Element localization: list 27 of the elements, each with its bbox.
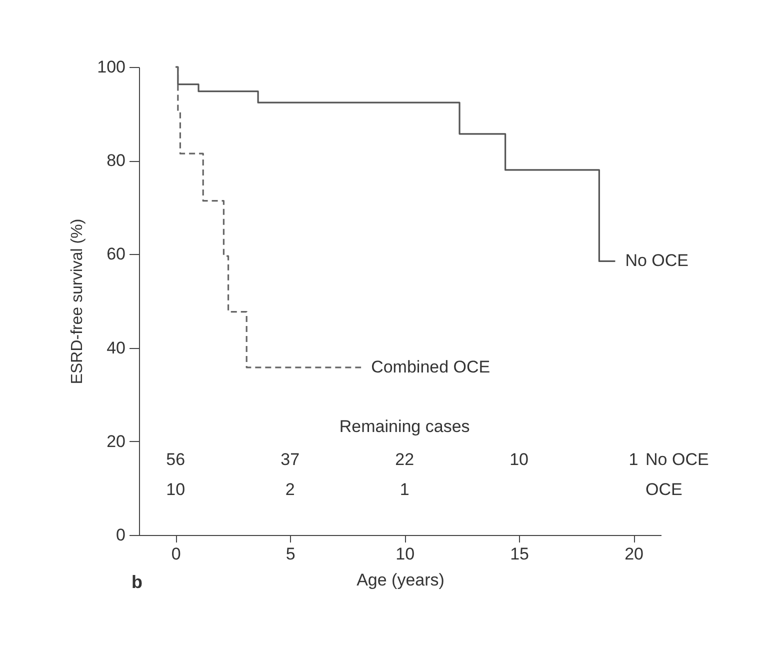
series-label: Combined OCE	[371, 357, 490, 376]
y-tick-label: 100	[97, 58, 126, 76]
y-tick-label: 80	[106, 151, 126, 170]
y-tick-label: 20	[106, 432, 126, 451]
x-tick-label: 0	[171, 544, 181, 564]
annotation: Remaining cases	[339, 417, 470, 436]
x-tick-label: 5	[286, 544, 296, 564]
annotation: 2	[285, 480, 295, 499]
annotation: 22	[395, 450, 414, 469]
annotation: 10	[166, 480, 186, 499]
annotation: 37	[280, 450, 300, 469]
y-tick-label: 60	[106, 244, 126, 264]
x-tick-label: 10	[396, 544, 415, 564]
x-axis-title: Age (years)	[356, 570, 444, 590]
y-tick-label: 0	[116, 526, 126, 544]
annotation: 1	[400, 480, 410, 499]
annotation: 1	[628, 450, 638, 469]
x-tick-label: 15	[510, 544, 530, 564]
series-label: No OCE	[625, 251, 689, 270]
annotation: 56	[166, 450, 186, 469]
annotation: No OCE	[646, 450, 709, 469]
y-tick-label: 40	[106, 338, 126, 358]
x-tick-label: 20	[624, 544, 644, 564]
y-axis-title: ESRD-free survival (%)	[69, 218, 86, 384]
text: b	[132, 572, 142, 592]
annotation: 10	[510, 450, 529, 469]
annotation: OCE	[646, 480, 682, 499]
